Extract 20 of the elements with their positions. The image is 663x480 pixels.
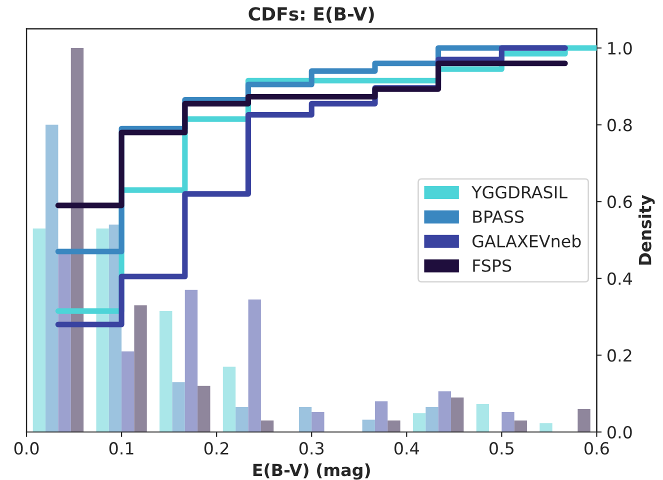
legend-label: FSPS <box>473 259 512 272</box>
x-tick-label: 0.2 <box>204 442 228 455</box>
x-axis-title: E(B-V) (mag) <box>253 463 370 480</box>
x-tick-label: 0.0 <box>14 442 39 455</box>
x-tick-label: 0.3 <box>299 442 324 455</box>
y2-tick-label: 0.2 <box>608 349 632 362</box>
y2-tick-label: 0.4 <box>608 272 632 285</box>
legend-label: BPASS <box>473 210 524 224</box>
y2-tick-label: 0.0 <box>608 426 632 439</box>
x-tick-label: 0.1 <box>109 442 134 455</box>
y2-tick-label: 1.0 <box>608 42 632 55</box>
legend-label: YGGDRASIL <box>472 186 568 199</box>
y2-axis-title: Density <box>638 194 655 265</box>
legend-label: GALAXEVneb <box>472 234 581 248</box>
y2-tick-label: 0.6 <box>608 196 632 208</box>
x-tick-label: 0.4 <box>394 442 419 455</box>
x-tick-label: 0.6 <box>584 442 609 455</box>
chart-title: CDFs: E(B-V) <box>248 6 374 23</box>
y2-tick-label: 0.8 <box>608 118 632 132</box>
x-tick-label: 0.5 <box>490 442 514 455</box>
